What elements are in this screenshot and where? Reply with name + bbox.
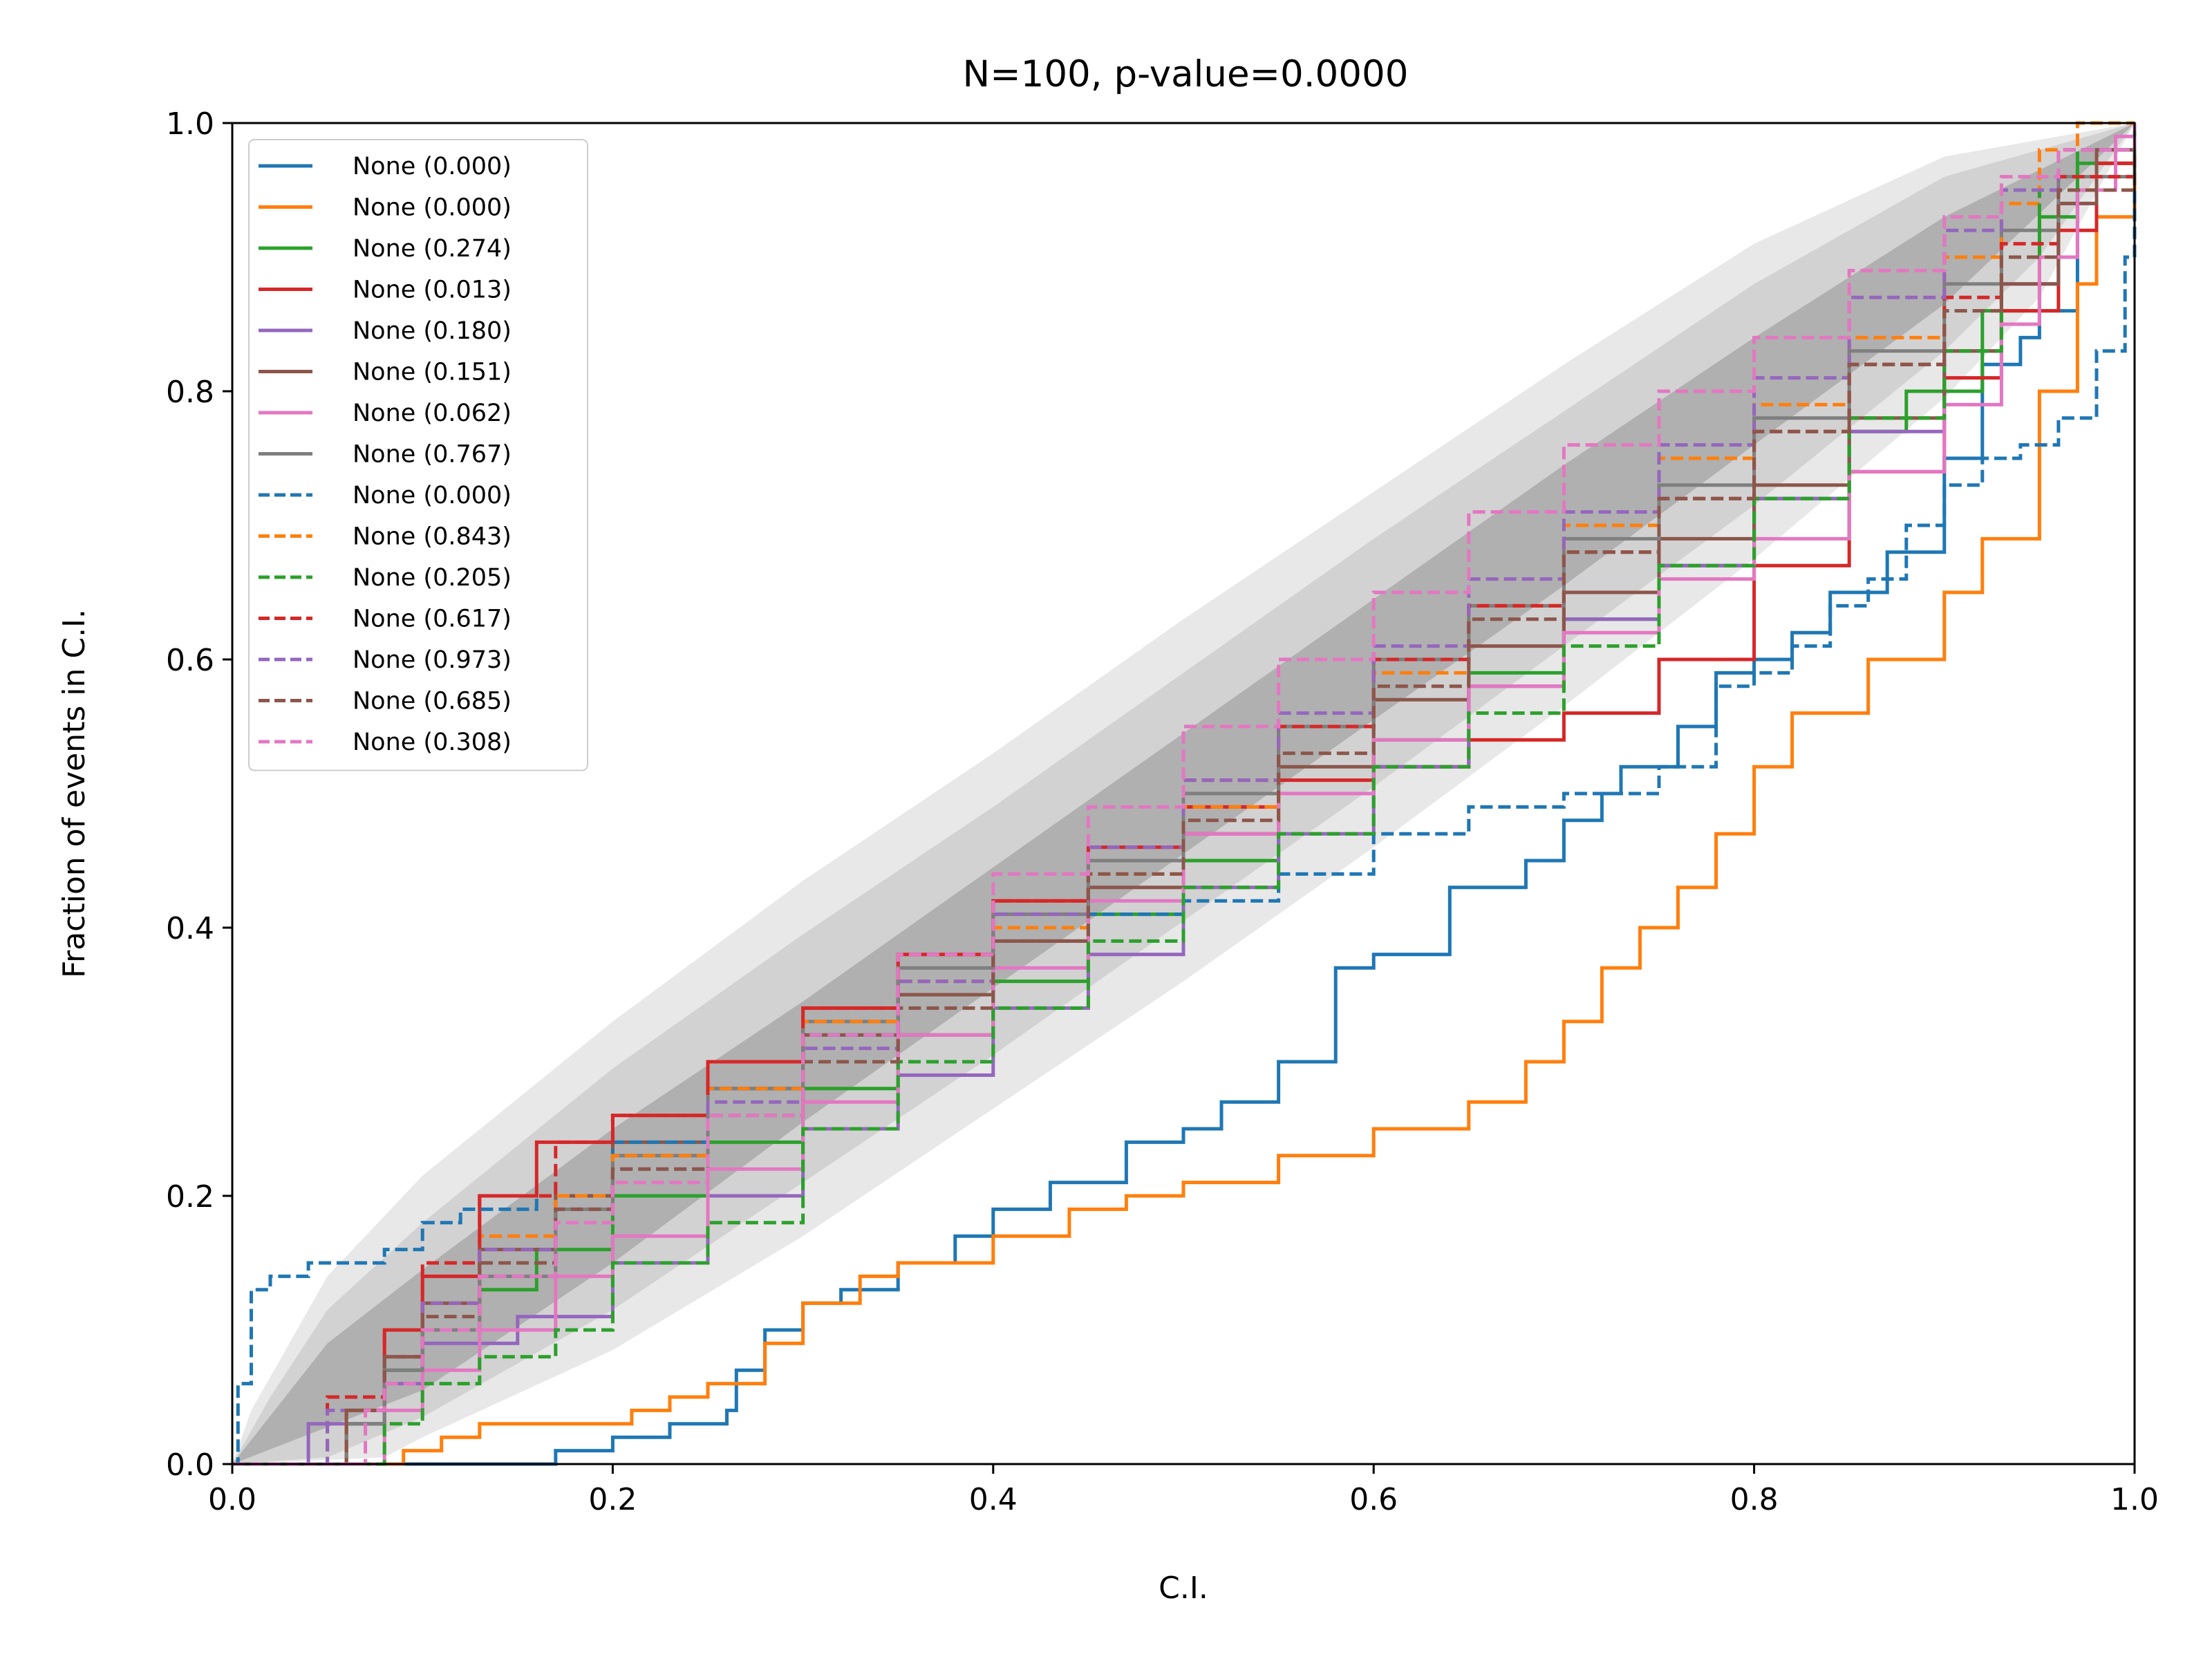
legend-label: None (0.180)	[353, 317, 512, 345]
legend-label: None (0.000)	[353, 153, 512, 180]
legend-label: None (0.000)	[353, 194, 512, 222]
legend: None (0.000) None (0.000) None (0.274) None…	[248, 139, 588, 771]
x-tick-label: 0.6	[1349, 1482, 1398, 1517]
plot-area	[231, 121, 2137, 1466]
series-line-8	[232, 123, 2137, 1466]
y-tick-label: 0.8	[166, 375, 214, 410]
legend-label: None (0.274)	[353, 235, 512, 263]
y-tick-label: 1.0	[166, 106, 214, 142]
legend-label: None (0.151)	[353, 359, 512, 386]
legend-label: None (0.062)	[353, 400, 512, 427]
x-tick-label: 0.2	[588, 1482, 637, 1517]
series-lines	[232, 121, 2137, 1466]
series-line-11	[232, 123, 2137, 1466]
legend-label: None (0.767)	[353, 441, 512, 469]
chart-title: N=100, p-value=0.0000	[963, 53, 1409, 95]
legend-box	[248, 139, 588, 771]
axes-frame	[231, 122, 2136, 1465]
legend-label: None (0.013)	[353, 276, 512, 304]
series-line-13	[232, 123, 2137, 1466]
y-axis-label: Fraction of events in C.I.	[57, 609, 92, 978]
legend-label: None (0.685)	[353, 688, 512, 715]
series-line-14	[232, 123, 2137, 1466]
y-tick-label: 0.6	[166, 643, 214, 678]
legend-label: None (0.000)	[353, 482, 512, 509]
x-axis-label: C.I.	[1159, 1571, 1208, 1606]
y-tick-label: 0.0	[166, 1447, 214, 1483]
x-tick-label: 0.0	[208, 1482, 256, 1517]
x-tick-label: 1.0	[2110, 1482, 2159, 1517]
series-line-9	[232, 190, 2137, 1466]
legend-label: None (0.308)	[353, 729, 512, 756]
x-tick-label: 0.8	[1730, 1482, 1779, 1517]
x-axis-ticks: 0.0 0.2 0.4 0.6 0.8 1.0	[208, 1464, 2159, 1517]
y-tick-label: 0.2	[166, 1179, 214, 1215]
y-axis-ticks: 0.0 0.2 0.4 0.6 0.8 1.0	[166, 106, 232, 1483]
x-tick-label: 0.4	[969, 1482, 1018, 1517]
legend-label: None (0.973)	[353, 646, 512, 674]
series-line-15	[232, 123, 2137, 1466]
legend-label: None (0.617)	[353, 606, 512, 633]
legend-label: None (0.205)	[353, 564, 512, 592]
legend-label: None (0.843)	[353, 523, 512, 551]
y-tick-label: 0.4	[166, 911, 214, 946]
series-line-2	[232, 123, 2137, 1466]
